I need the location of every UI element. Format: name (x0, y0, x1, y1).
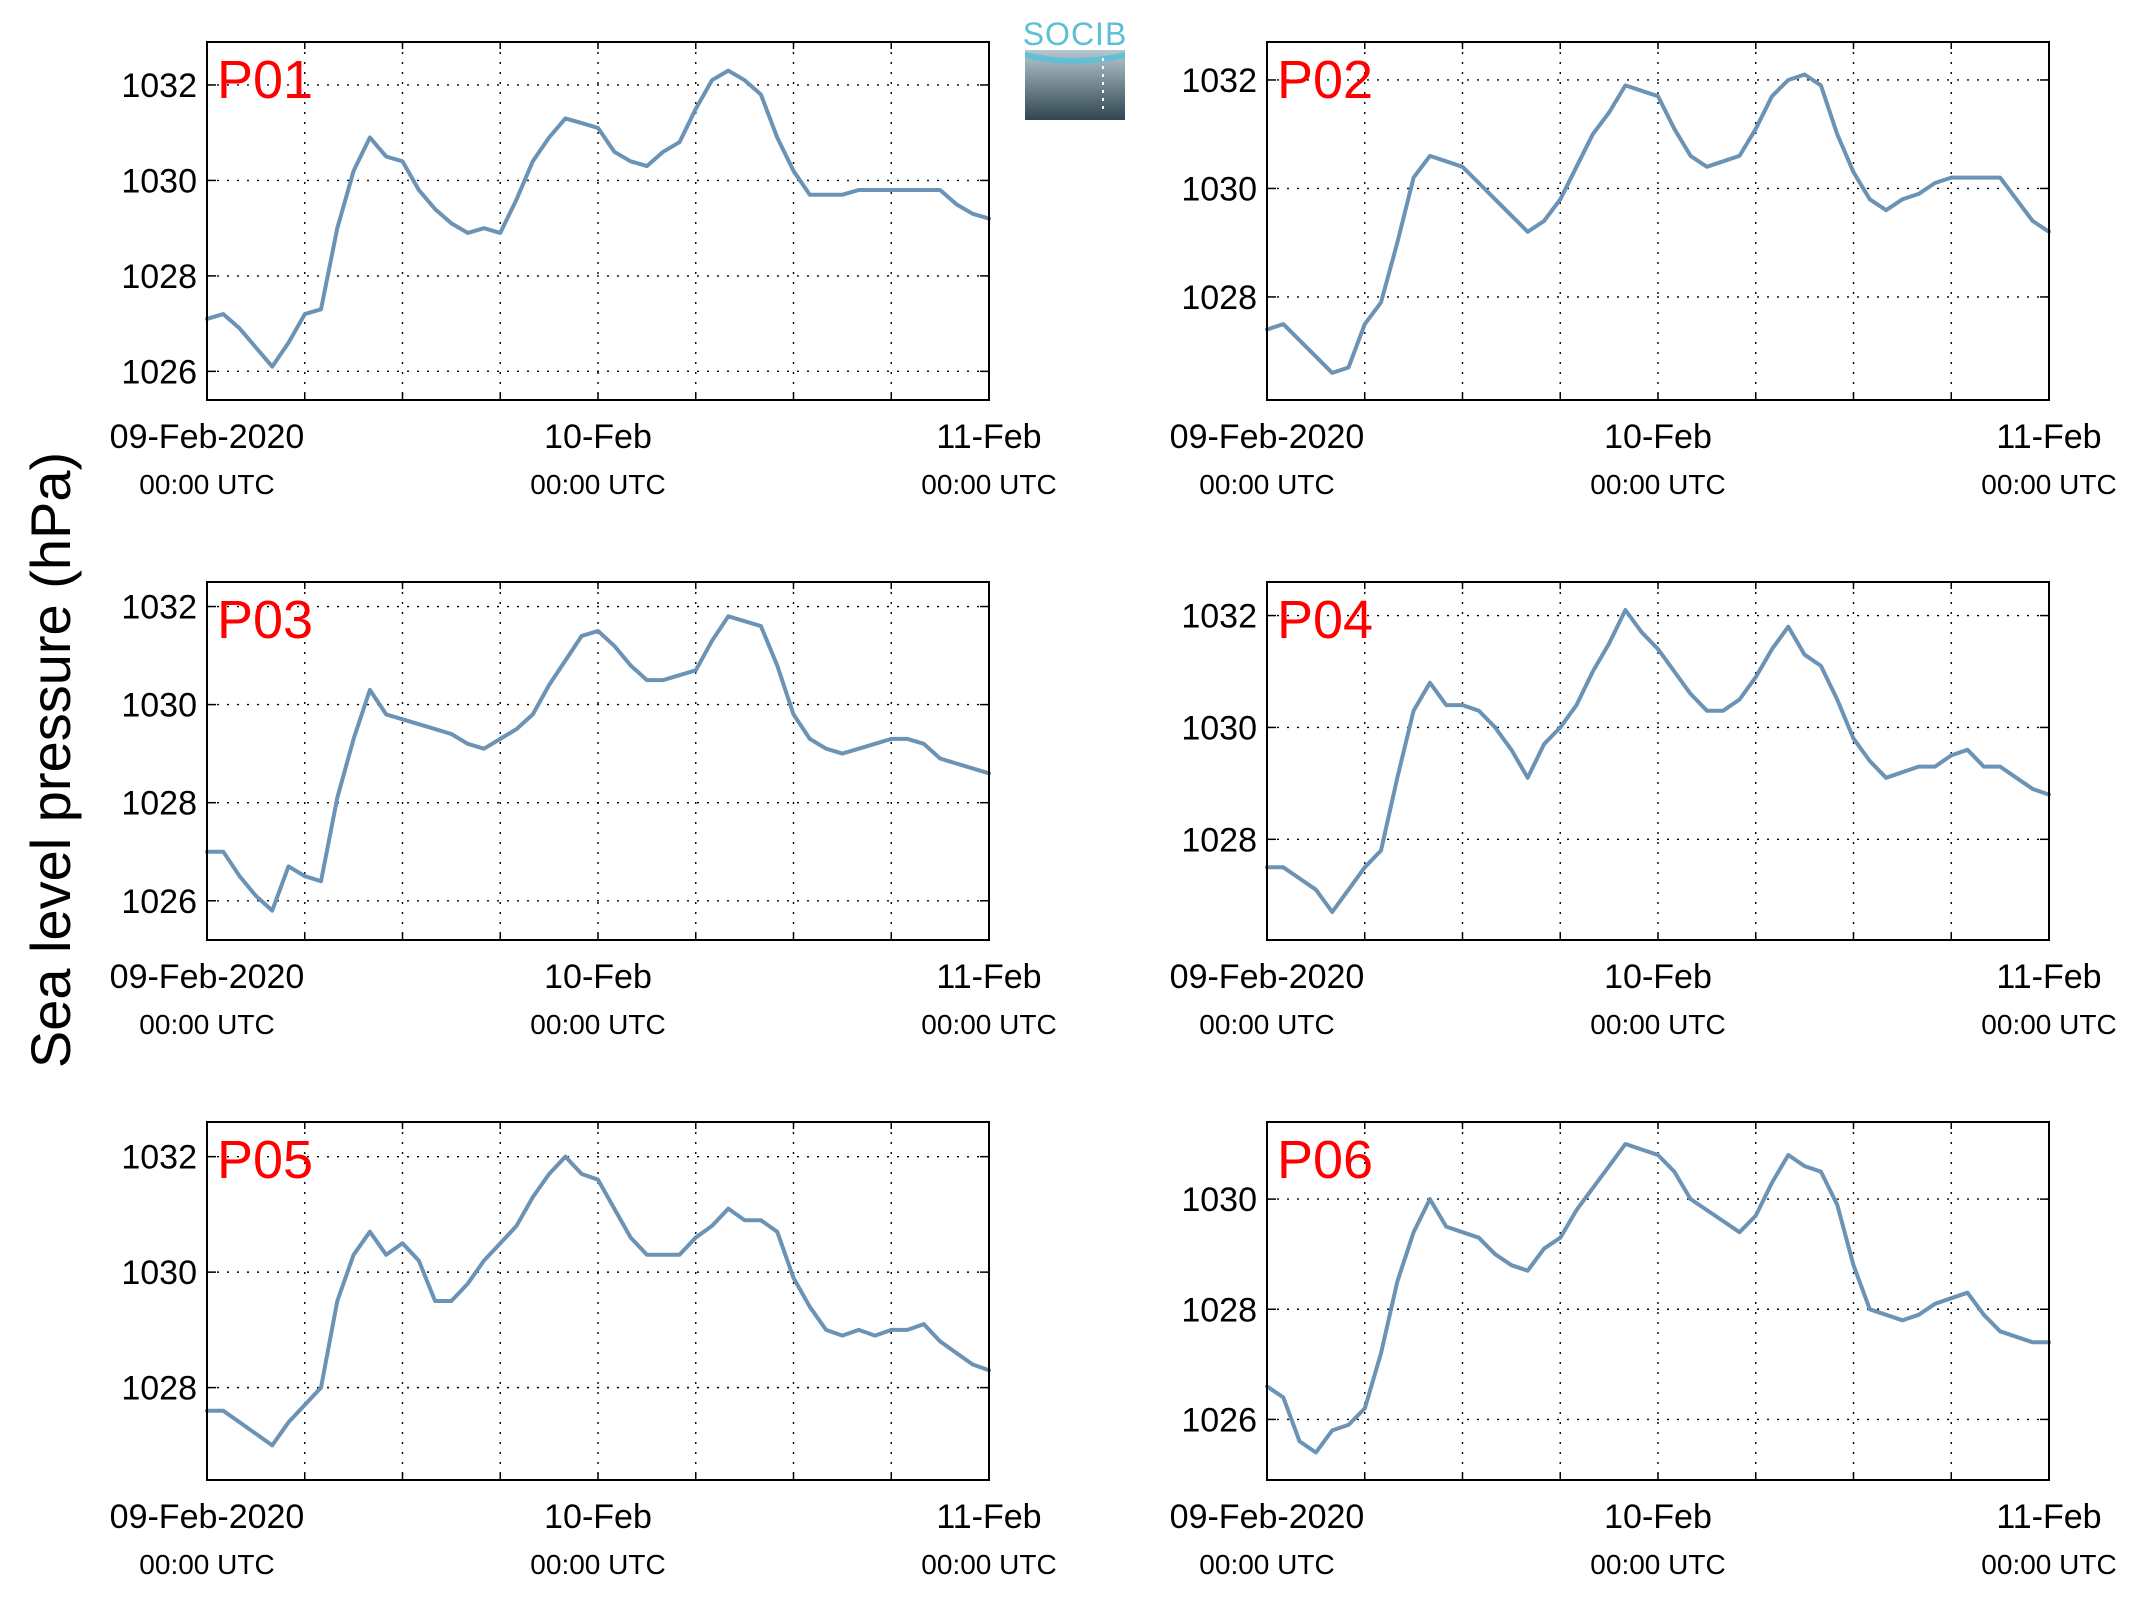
x-tick-label-date: 09-Feb-2020 (1170, 418, 1365, 456)
x-tick-label-time: 00:00 UTC (921, 1549, 1056, 1580)
axes-frame (206, 581, 990, 941)
x-tick-label-date: 11-Feb (1996, 418, 2101, 456)
x-tick-label-time: 00:00 UTC (1590, 1009, 1725, 1040)
x-tick-label-time: 00:00 UTC (139, 1549, 274, 1580)
axes-frame (1266, 41, 2050, 401)
chart-panel-4: 1028 1030 1032 09-Feb-2020 00:00 UTC 10-Feb 00… (1170, 581, 2117, 1040)
x-tick-label-time: 00:00 UTC (921, 1009, 1056, 1040)
panel-title: P01 (217, 50, 313, 110)
x-tick-label-time: 00:00 UTC (1981, 1549, 2116, 1580)
axes-frame (1266, 581, 2050, 941)
y-tick-label: 1028 (1181, 279, 1257, 317)
y-tick-label: 1032 (1181, 598, 1257, 636)
y-tick-label: 1026 (1181, 1401, 1257, 1439)
x-tick-label-time: 00:00 UTC (139, 469, 274, 500)
x-tick-label-date: 09-Feb-2020 (1170, 958, 1365, 996)
x-tick-label-time: 00:00 UTC (1199, 1549, 1334, 1580)
x-tick-label-time: 00:00 UTC (1590, 1549, 1725, 1580)
y-tick-label: 1032 (121, 589, 197, 627)
chart-panel-2: 1028 1030 1032 09-Feb-2020 00:00 UTC 10-Feb 00… (1170, 41, 2117, 500)
x-tick-label-date: 09-Feb-2020 (110, 958, 305, 996)
y-tick-label: 1030 (1181, 709, 1257, 747)
x-tick-label-time: 00:00 UTC (1199, 469, 1334, 500)
series-line (205, 68, 991, 369)
x-tick-label-time: 00:00 UTC (1981, 1009, 2116, 1040)
chart-panel-3: 1026 1028 1030 1032 09-Feb-2020 00:00 UTC 10-F… (110, 581, 1057, 1040)
x-tick-label-time: 00:00 UTC (139, 1009, 274, 1040)
panel-title: P02 (1277, 50, 1373, 110)
x-tick-label-date: 11-Feb (1996, 1498, 2101, 1536)
socib-logo: SOCIB (1023, 16, 1128, 120)
x-tick-label-date: 11-Feb (936, 418, 1041, 456)
chart-panel-5: 1028 1030 1032 09-Feb-2020 00:00 UTC 10-Feb 00… (110, 1121, 1057, 1580)
y-tick-label: 1028 (121, 1370, 197, 1408)
panel-title: P06 (1277, 1130, 1373, 1190)
y-tick-label: 1026 (121, 883, 197, 921)
y-tick-label: 1026 (121, 353, 197, 391)
series-line (205, 614, 991, 913)
panel-title: P05 (217, 1130, 313, 1190)
x-tick-label-date: 11-Feb (1996, 958, 2101, 996)
axes-frame (206, 41, 990, 401)
y-tick-label: 1030 (121, 162, 197, 200)
x-tick-label-date: 09-Feb-2020 (110, 1498, 305, 1536)
x-tick-label-date: 09-Feb-2020 (1170, 1498, 1365, 1536)
x-tick-label-time: 00:00 UTC (530, 1549, 665, 1580)
y-tick-label: 1028 (1181, 821, 1257, 859)
y-tick-label: 1030 (1181, 1181, 1257, 1219)
y-tick-label: 1032 (121, 67, 197, 105)
panel-title: P04 (1277, 590, 1373, 650)
chart-panel-6: 1026 1028 1030 09-Feb-2020 00:00 UTC 10-Feb 00… (1170, 1121, 2117, 1580)
y-tick-label: 1030 (121, 687, 197, 725)
x-tick-label-time: 00:00 UTC (530, 469, 665, 500)
y-tick-label: 1028 (121, 258, 197, 296)
panel-title: P03 (217, 590, 313, 650)
series-line (1265, 608, 2051, 914)
figure-ylabel: Sea level pressure (hPa) (19, 452, 82, 1068)
y-tick-label: 1032 (121, 1139, 197, 1177)
series-line (1265, 1142, 2051, 1455)
series-line (205, 1154, 991, 1448)
x-tick-label-date: 10-Feb (1604, 1498, 1712, 1536)
y-tick-label: 1028 (121, 785, 197, 823)
x-tick-label-date: 11-Feb (936, 1498, 1041, 1536)
x-tick-label-time: 00:00 UTC (530, 1009, 665, 1040)
series-line (1265, 72, 2051, 375)
axes-frame (1266, 1121, 2050, 1481)
x-tick-label-date: 10-Feb (544, 958, 652, 996)
x-tick-label-time: 00:00 UTC (921, 469, 1056, 500)
chart-panel-1: 1026 1028 1030 1032 09-Feb-2020 00:00 UTC 10-F… (110, 41, 1057, 500)
socib-logo-text: SOCIB (1023, 16, 1128, 52)
x-tick-label-time: 00:00 UTC (1590, 469, 1725, 500)
x-tick-label-date: 10-Feb (544, 1498, 652, 1536)
x-tick-label-date: 10-Feb (1604, 958, 1712, 996)
y-tick-label: 1032 (1181, 62, 1257, 100)
y-tick-label: 1030 (121, 1254, 197, 1292)
x-tick-label-date: 10-Feb (544, 418, 652, 456)
x-tick-label-date: 11-Feb (936, 958, 1041, 996)
y-tick-label: 1030 (1181, 170, 1257, 208)
x-tick-label-time: 00:00 UTC (1199, 1009, 1334, 1040)
x-tick-label-time: 00:00 UTC (1981, 469, 2116, 500)
y-tick-label: 1028 (1181, 1291, 1257, 1329)
x-tick-label-date: 09-Feb-2020 (110, 418, 305, 456)
axes-frame (206, 1121, 990, 1481)
x-tick-label-date: 10-Feb (1604, 418, 1712, 456)
